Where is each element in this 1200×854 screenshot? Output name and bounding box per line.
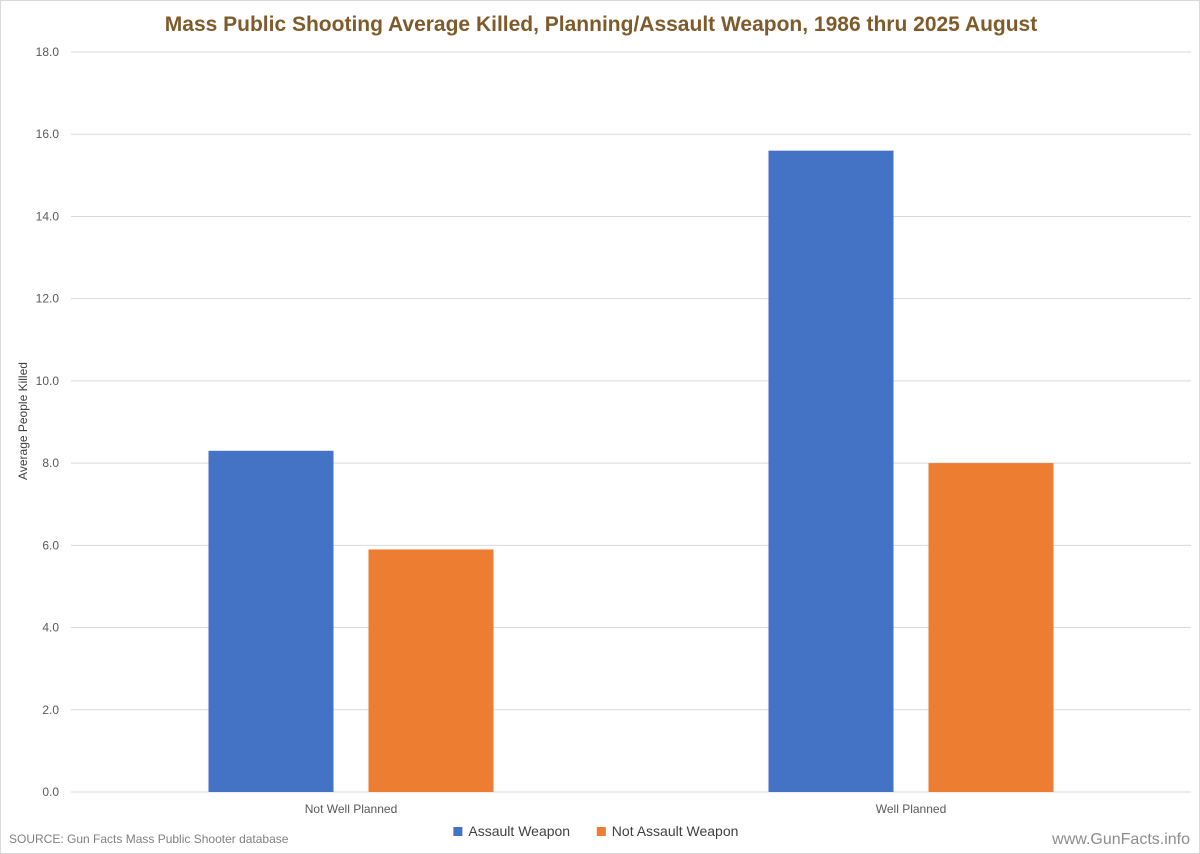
legend-swatch [453, 827, 463, 836]
legend: Assault Weapon Not Assault Weapon [453, 823, 738, 839]
y-tick-label: 8.0 [42, 456, 59, 470]
site-watermark: www.GunFacts.info [1051, 831, 1190, 848]
legend-label: Assault Weapon [468, 823, 570, 839]
bars [208, 150, 1054, 792]
bar-not-assault-weapon [368, 549, 494, 792]
x-axis-labels: Not Well Planned Well Planned [305, 802, 947, 816]
y-tick-label: 16.0 [36, 127, 60, 141]
y-tick-label: 18.0 [36, 45, 60, 59]
x-tick-label: Not Well Planned [305, 802, 398, 816]
y-tick-label: 6.0 [42, 538, 59, 552]
x-tick-label: Well Planned [876, 802, 947, 816]
legend-swatch [596, 827, 606, 836]
chart-title: Mass Public Shooting Average Killed, Pla… [165, 13, 1037, 36]
y-tick-label: 0.0 [42, 785, 59, 799]
bar-assault-weapon [208, 450, 334, 792]
legend-label: Not Assault Weapon [612, 823, 739, 839]
source-note: SOURCE: Gun Facts Mass Public Shooter da… [9, 832, 289, 846]
y-tick-label: 4.0 [42, 621, 59, 635]
y-axis-title: Average People Killed [16, 362, 30, 480]
bar-assault-weapon [768, 150, 894, 792]
y-tick-label: 10.0 [36, 374, 60, 388]
bar-not-assault-weapon [928, 463, 1054, 792]
y-axis-ticks: 0.0 2.0 4.0 6.0 8.0 10.0 12.0 14.0 16.0 18.0 [36, 45, 60, 799]
y-tick-label: 14.0 [36, 209, 60, 223]
y-tick-label: 2.0 [42, 703, 59, 717]
y-tick-label: 12.0 [36, 292, 60, 306]
